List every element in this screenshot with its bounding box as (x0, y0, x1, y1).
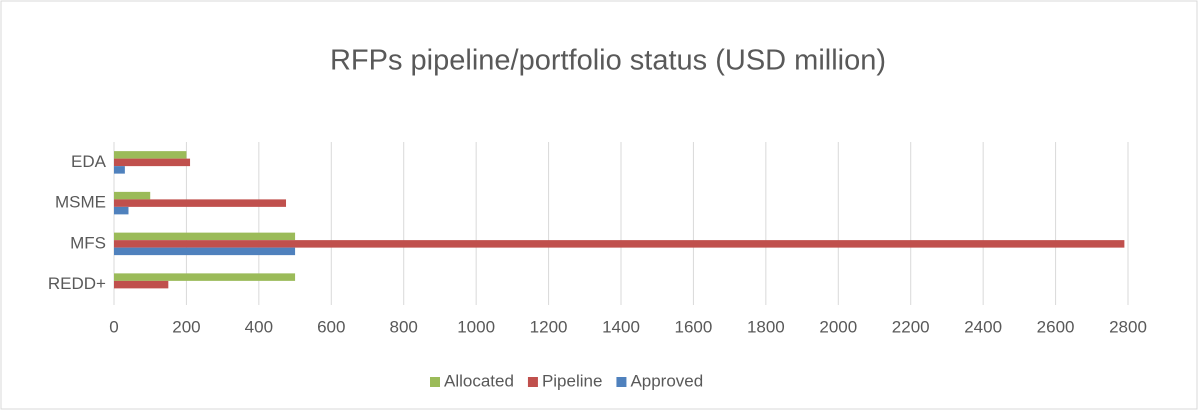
x-tick-label: 2800 (1109, 317, 1147, 336)
y-tick-label: REDD+ (48, 274, 106, 293)
x-tick-label: 400 (245, 317, 273, 336)
bar (114, 280, 169, 289)
bar (114, 273, 296, 281)
legend-swatch (430, 377, 440, 387)
x-tick-label: 2400 (964, 317, 1002, 336)
legend-label: Approved (630, 371, 703, 390)
bar (114, 240, 1125, 248)
x-tick-label: 1600 (675, 317, 713, 336)
legend-label: Pipeline (542, 371, 603, 390)
x-tick-label: 2000 (819, 317, 857, 336)
chart-title: RFPs pipeline/portfolio status (USD mill… (330, 45, 886, 77)
bar (114, 151, 187, 159)
bar (114, 166, 125, 174)
x-tick-label: 1800 (747, 317, 785, 336)
legend-label: Allocated (444, 371, 514, 390)
x-tick-label: 1000 (457, 317, 495, 336)
bar (114, 158, 191, 167)
bar (114, 206, 129, 215)
x-tick-label: 1200 (530, 317, 568, 336)
x-tick-label: 600 (317, 317, 345, 336)
x-tick-label: 1400 (602, 317, 640, 336)
bar (114, 199, 287, 207)
y-tick-label: EDA (71, 152, 107, 171)
x-tick-label: 200 (172, 317, 200, 336)
y-tick-label: MFS (70, 233, 106, 252)
bar (114, 191, 151, 200)
x-tick-label: 2200 (892, 317, 930, 336)
legend-swatch (527, 377, 538, 387)
x-tick-label: 0 (109, 317, 118, 336)
bar (114, 232, 296, 241)
legend-swatch (616, 377, 627, 387)
y-tick-label: MSME (55, 193, 106, 212)
x-tick-label: 2600 (1037, 317, 1075, 336)
bar (114, 247, 296, 256)
x-tick-label: 800 (390, 317, 418, 336)
